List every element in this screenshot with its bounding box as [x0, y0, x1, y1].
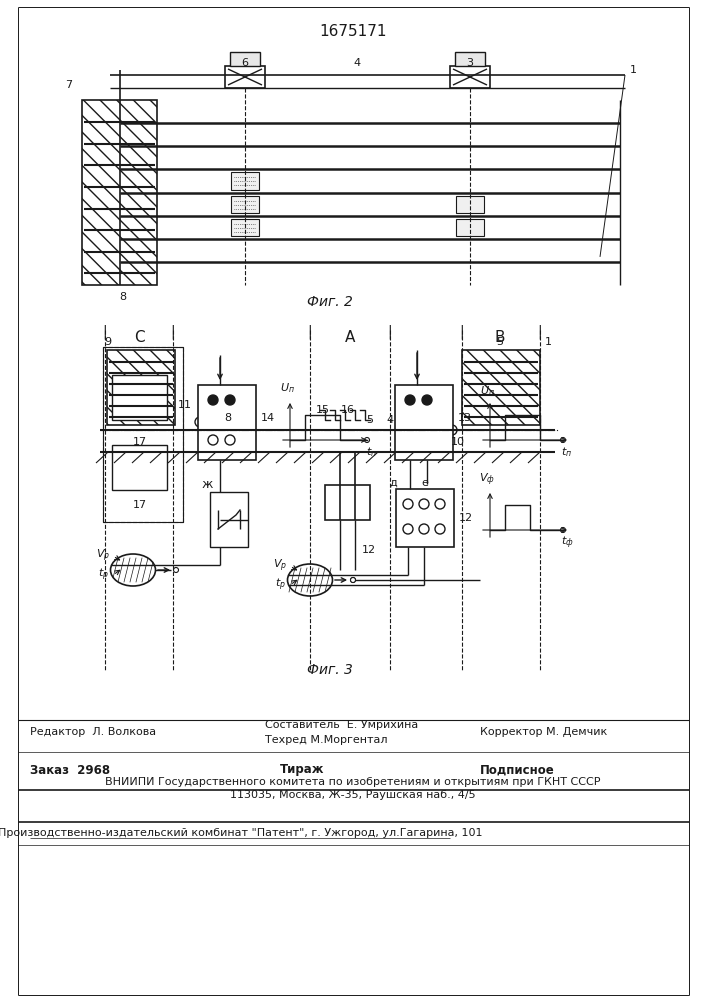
Text: 1: 1: [544, 337, 551, 347]
Circle shape: [351, 578, 356, 582]
Text: C: C: [134, 330, 144, 346]
Text: 4: 4: [387, 415, 394, 425]
Circle shape: [405, 395, 415, 405]
Bar: [396, 489, 454, 547]
Text: 7: 7: [65, 80, 72, 90]
Text: Корректор М. Демчик: Корректор М. Демчик: [480, 727, 607, 737]
Bar: [456, 219, 484, 236]
Bar: [230, 52, 260, 66]
Text: $t_р$: $t_р$: [98, 567, 108, 583]
Bar: [231, 172, 259, 190]
Circle shape: [403, 499, 413, 509]
Circle shape: [419, 524, 429, 534]
Circle shape: [173, 568, 178, 572]
Text: |: |: [538, 325, 542, 339]
Text: Составитель  Е. Умрихина: Составитель Е. Умрихина: [265, 720, 419, 730]
Bar: [450, 66, 490, 88]
Bar: [231, 196, 259, 213]
Bar: [456, 196, 484, 213]
Bar: [231, 219, 259, 236]
Circle shape: [225, 395, 235, 405]
Bar: [210, 492, 248, 547]
Bar: [107, 350, 175, 425]
Text: 3: 3: [467, 58, 474, 68]
Text: Техред М.Моргентал: Техред М.Моргентал: [265, 735, 387, 745]
Bar: [198, 385, 256, 460]
Text: 12: 12: [362, 545, 376, 555]
Text: Тираж: Тираж: [280, 764, 325, 776]
Circle shape: [435, 524, 445, 534]
Text: $V_ф$: $V_ф$: [479, 472, 495, 488]
Circle shape: [208, 435, 218, 445]
Text: $t_п$: $t_п$: [366, 445, 378, 459]
Text: 4: 4: [354, 58, 361, 68]
Text: 17: 17: [133, 437, 147, 447]
Ellipse shape: [110, 554, 156, 586]
Text: 1675171: 1675171: [320, 24, 387, 39]
Text: $t_ф$: $t_ф$: [561, 535, 573, 551]
Bar: [82, 100, 157, 285]
Text: Редактор  Л. Волкова: Редактор Л. Волкова: [30, 727, 156, 737]
Text: 6: 6: [242, 58, 248, 68]
Text: Подписное: Подписное: [480, 764, 555, 776]
Circle shape: [365, 438, 370, 442]
Text: д: д: [389, 478, 397, 488]
Text: 113035, Москва, Ж-35, Раушская наб., 4/5: 113035, Москва, Ж-35, Раушская наб., 4/5: [230, 790, 476, 800]
Text: е: е: [421, 478, 428, 488]
Circle shape: [225, 435, 235, 445]
Text: 14: 14: [261, 413, 275, 423]
Text: 8: 8: [119, 292, 127, 302]
Circle shape: [447, 425, 457, 435]
Text: 15: 15: [316, 405, 330, 415]
Text: $t_р$: $t_р$: [274, 577, 286, 593]
Text: $U_п$: $U_п$: [479, 384, 494, 398]
Text: ВНИИПИ Государственного комитета по изобретениям и открытиям при ГКНТ СССР: ВНИИПИ Государственного комитета по изоб…: [105, 777, 601, 787]
Ellipse shape: [288, 564, 332, 596]
Text: $V_р$: $V_р$: [96, 548, 110, 564]
Bar: [455, 52, 485, 66]
Text: 9: 9: [105, 337, 112, 347]
Text: 17: 17: [133, 500, 147, 510]
Text: $t_п$: $t_п$: [561, 445, 573, 459]
Circle shape: [403, 524, 413, 534]
Bar: [112, 445, 167, 490]
Circle shape: [208, 395, 218, 405]
Text: B: B: [495, 330, 506, 346]
Circle shape: [422, 395, 432, 405]
Text: A: A: [345, 330, 355, 346]
Bar: [112, 375, 167, 420]
Bar: [103, 347, 183, 522]
Text: |: |: [387, 325, 392, 339]
Text: 11: 11: [178, 400, 192, 410]
Circle shape: [561, 438, 566, 442]
Text: Заказ  2968: Заказ 2968: [30, 764, 110, 776]
Bar: [462, 350, 540, 425]
Text: 5: 5: [366, 415, 373, 425]
Text: |: |: [460, 325, 464, 339]
Text: 5: 5: [496, 337, 503, 347]
Text: 13: 13: [458, 413, 472, 423]
Text: |: |: [103, 325, 107, 339]
Text: 8: 8: [224, 413, 232, 423]
Text: 16: 16: [341, 405, 355, 415]
Circle shape: [561, 528, 566, 532]
Text: 1: 1: [630, 65, 637, 75]
Text: |: |: [308, 325, 312, 339]
Text: Фиг. 3: Фиг. 3: [307, 663, 353, 677]
Bar: [225, 66, 265, 88]
Text: |: |: [170, 325, 175, 339]
Circle shape: [419, 499, 429, 509]
Text: $U_п$: $U_п$: [279, 381, 294, 395]
Text: ж: ж: [201, 478, 213, 490]
Text: Производственно-издательский комбинат "Патент", г. Ужгород, ул.Гагарина, 101: Производственно-издательский комбинат "П…: [0, 828, 482, 838]
Text: 10: 10: [451, 437, 465, 447]
Text: $V_р$: $V_р$: [273, 558, 287, 574]
Text: 12: 12: [459, 513, 473, 523]
Circle shape: [435, 499, 445, 509]
Bar: [325, 485, 370, 520]
Bar: [395, 385, 453, 460]
Text: Фиг. 2: Фиг. 2: [307, 295, 353, 309]
Circle shape: [195, 417, 205, 427]
Circle shape: [351, 578, 356, 582]
